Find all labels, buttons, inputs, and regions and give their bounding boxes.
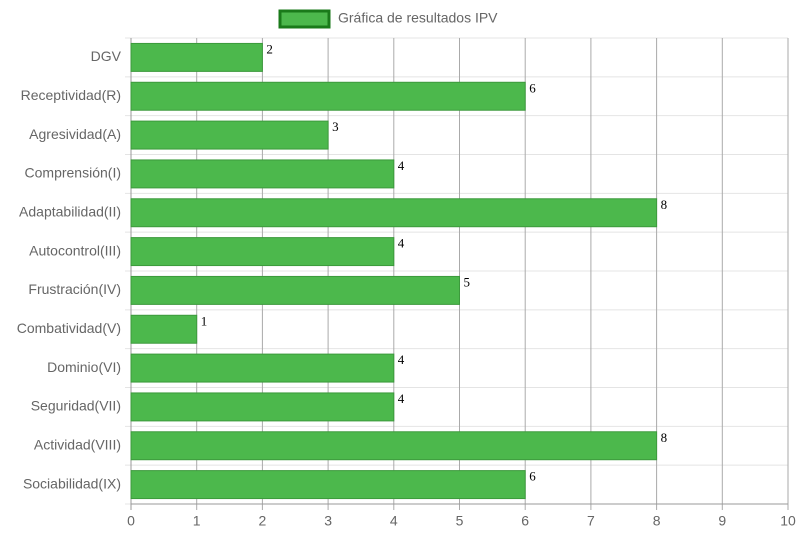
legend-label: Gráfica de resultados IPV xyxy=(338,10,498,26)
bar xyxy=(130,275,460,305)
bar xyxy=(130,314,198,344)
value-label: 3 xyxy=(332,119,339,134)
x-tick-label: 4 xyxy=(390,513,398,529)
bar xyxy=(130,159,395,189)
value-label: 4 xyxy=(398,158,405,173)
x-tick-label: 9 xyxy=(718,513,726,529)
y-tick-label: Frustración(IV) xyxy=(28,281,121,297)
bar xyxy=(130,431,658,461)
y-tick-label: Seguridad(VII) xyxy=(31,398,121,414)
value-label: 8 xyxy=(661,430,668,445)
bar xyxy=(130,120,329,150)
y-tick-label: Actividad(VIII) xyxy=(34,436,121,452)
bar xyxy=(130,470,526,500)
y-tick-label: DGV xyxy=(91,48,122,64)
x-tick-label: 10 xyxy=(780,513,796,529)
y-tick-label: Sociabilidad(IX) xyxy=(23,475,121,491)
x-tick-label: 1 xyxy=(193,513,201,529)
x-tick-label: 5 xyxy=(456,513,464,529)
value-label: 2 xyxy=(266,41,273,56)
x-tick-label: 3 xyxy=(324,513,332,529)
value-label: 6 xyxy=(529,469,536,484)
bar xyxy=(130,81,526,111)
y-tick-label: Dominio(VI) xyxy=(47,359,121,375)
bar xyxy=(130,392,395,422)
bar xyxy=(130,353,395,383)
value-label: 6 xyxy=(529,80,536,95)
value-label: 4 xyxy=(398,352,405,367)
x-tick-label: 0 xyxy=(127,513,135,529)
x-tick-label: 7 xyxy=(587,513,595,529)
value-label: 4 xyxy=(398,236,405,251)
y-tick-label: Receptividad(R) xyxy=(21,87,121,103)
y-tick-label: Adaptabilidad(II) xyxy=(19,203,121,219)
bar xyxy=(130,198,658,228)
x-tick-label: 2 xyxy=(259,513,267,529)
value-label: 4 xyxy=(398,391,405,406)
value-label: 8 xyxy=(661,197,668,212)
y-tick-label: Agresividad(A) xyxy=(29,126,121,142)
y-tick-label: Autocontrol(III) xyxy=(29,242,121,258)
y-tick-label: Comprensión(I) xyxy=(25,165,121,181)
y-tick-label: Combatividad(V) xyxy=(17,320,121,336)
bar xyxy=(130,237,395,267)
bar xyxy=(130,42,263,72)
x-tick-label: 6 xyxy=(521,513,529,529)
value-label: 5 xyxy=(464,274,471,289)
x-tick-label: 8 xyxy=(653,513,661,529)
legend-swatch xyxy=(278,9,331,29)
value-label: 1 xyxy=(201,313,208,328)
